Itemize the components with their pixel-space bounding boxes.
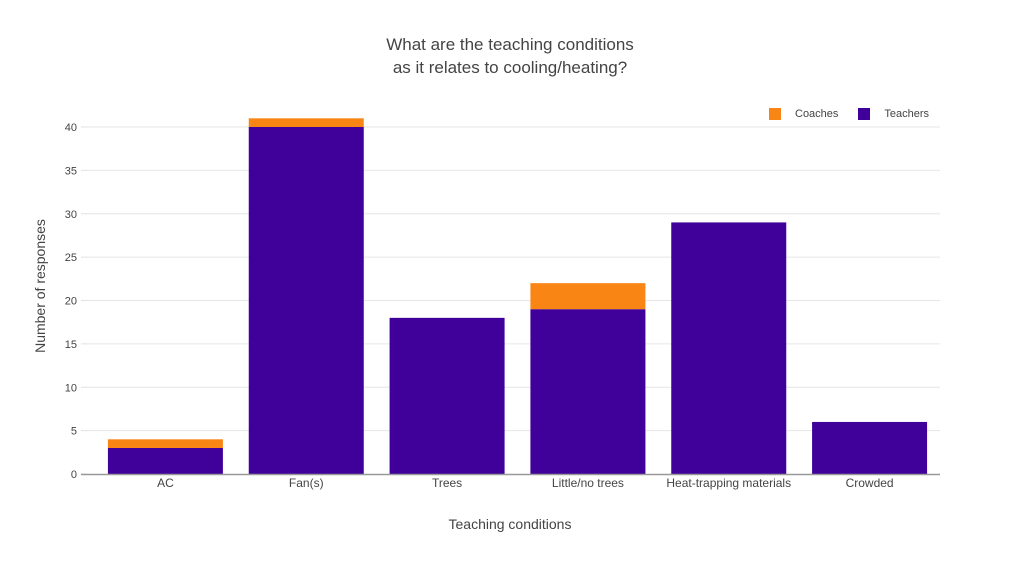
bar-teachers[interactable] xyxy=(389,317,505,474)
x-tick-label: Fan(s) xyxy=(289,476,324,490)
x-tick-label: Trees xyxy=(432,476,462,490)
y-axis-label: Number of responses xyxy=(32,219,48,353)
x-tick-label: Crowded xyxy=(846,476,894,490)
legend-swatch-teachers xyxy=(858,108,871,120)
x-tick-label: Little/no trees xyxy=(552,476,624,490)
legend: Coaches Teachers xyxy=(769,108,949,120)
bar-teachers[interactable] xyxy=(248,127,364,474)
y-tick-label: 30 xyxy=(65,209,77,221)
y-tick-label: 20 xyxy=(65,296,77,308)
bar-teachers[interactable] xyxy=(107,447,223,474)
legend-swatch-coaches xyxy=(769,108,781,120)
bar-coaches[interactable] xyxy=(530,283,646,310)
legend-label-teachers[interactable]: Teachers xyxy=(884,108,930,120)
bar-teachers[interactable] xyxy=(812,421,928,474)
x-axis-label: Teaching conditions xyxy=(448,516,572,532)
bar-teachers[interactable] xyxy=(671,222,787,474)
y-tick-label: 35 xyxy=(65,165,77,177)
y-tick-label: 5 xyxy=(71,426,77,438)
x-tick-label: AC xyxy=(157,476,174,490)
bar-coaches[interactable] xyxy=(107,439,223,448)
y-tick-label: 10 xyxy=(65,382,77,394)
bar-coaches[interactable] xyxy=(248,118,364,127)
x-tick-label: Heat-trapping materials xyxy=(666,476,791,490)
y-tick-label: 15 xyxy=(65,339,77,351)
y-tick-label: 0 xyxy=(71,469,77,481)
y-tick-label: 40 xyxy=(65,122,77,134)
y-tick-label: 25 xyxy=(65,252,77,264)
chart-title-line-2: as it relates to cooling/heating? xyxy=(392,58,628,77)
bar-teachers[interactable] xyxy=(530,309,646,474)
chart-title-line-1: What are the teaching conditions xyxy=(386,35,634,54)
legend-label-coaches[interactable]: Coaches xyxy=(795,108,839,120)
